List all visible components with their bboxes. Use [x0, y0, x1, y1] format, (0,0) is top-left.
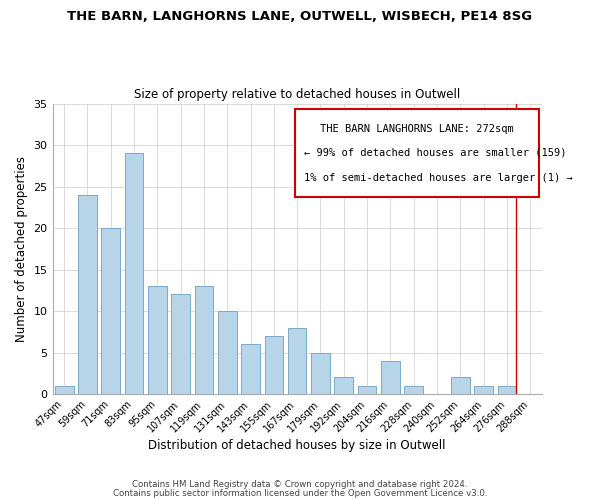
Text: THE BARN, LANGHORNS LANE, OUTWELL, WISBECH, PE14 8SG: THE BARN, LANGHORNS LANE, OUTWELL, WISBE… — [67, 10, 533, 23]
Bar — [265, 336, 283, 394]
Bar — [358, 386, 376, 394]
Text: 1% of semi-detached houses are larger (1) →: 1% of semi-detached houses are larger (1… — [304, 174, 573, 184]
Bar — [241, 344, 260, 394]
Bar — [474, 386, 493, 394]
Bar — [497, 386, 516, 394]
Bar — [148, 286, 167, 394]
Title: Size of property relative to detached houses in Outwell: Size of property relative to detached ho… — [134, 88, 460, 101]
Text: Contains HM Land Registry data © Crown copyright and database right 2024.: Contains HM Land Registry data © Crown c… — [132, 480, 468, 489]
Bar — [218, 311, 236, 394]
Bar — [172, 294, 190, 394]
Text: Contains public sector information licensed under the Open Government Licence v3: Contains public sector information licen… — [113, 489, 487, 498]
Bar — [101, 228, 120, 394]
X-axis label: Distribution of detached houses by size in Outwell: Distribution of detached houses by size … — [148, 440, 446, 452]
Bar — [334, 378, 353, 394]
Bar — [381, 361, 400, 394]
Bar — [311, 352, 330, 394]
Text: THE BARN LANGHORNS LANE: 272sqm: THE BARN LANGHORNS LANE: 272sqm — [320, 124, 514, 134]
Bar — [404, 386, 423, 394]
Y-axis label: Number of detached properties: Number of detached properties — [15, 156, 28, 342]
Bar — [78, 195, 97, 394]
Bar — [125, 154, 143, 394]
Bar — [451, 378, 470, 394]
Bar — [288, 328, 307, 394]
Text: ← 99% of detached houses are smaller (159): ← 99% of detached houses are smaller (15… — [304, 147, 567, 157]
FancyBboxPatch shape — [295, 110, 539, 196]
Bar — [194, 286, 213, 394]
Bar — [55, 386, 74, 394]
